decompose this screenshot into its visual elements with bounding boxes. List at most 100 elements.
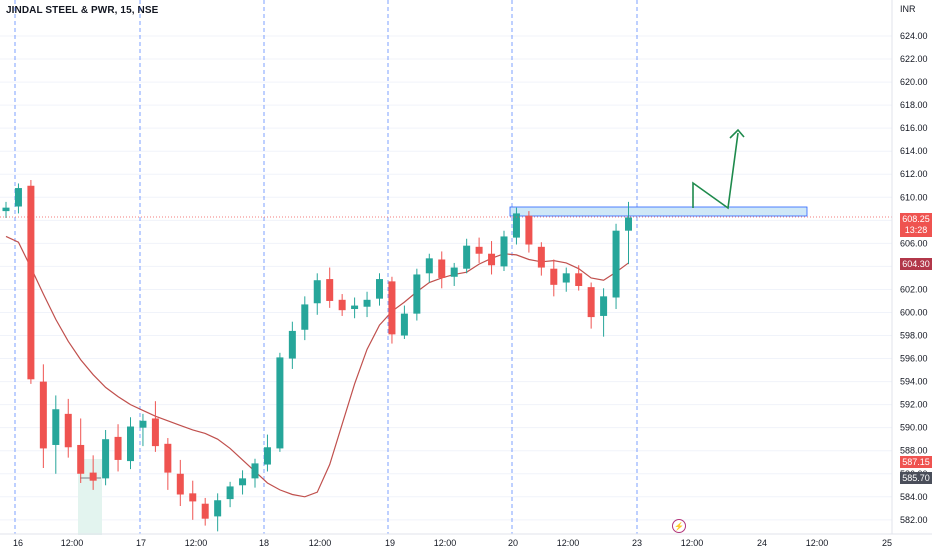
time-axis[interactable]: 16 12:00 17 12:00 18 12:00 19 12:00 20 12:00 23 12:…	[0, 533, 932, 548]
candle-body	[537, 246, 545, 268]
time-tick-label: 12:00	[557, 538, 580, 548]
price-tick-label: 616.00	[900, 123, 928, 133]
candle-body	[575, 273, 583, 286]
candle-body	[425, 258, 433, 274]
projection-arrowhead	[729, 128, 745, 139]
candle-body	[114, 436, 122, 460]
candle-body	[612, 230, 620, 298]
candle-body	[450, 267, 458, 277]
price-tick-label: 596.00	[900, 354, 928, 364]
price-tick-label: 618.00	[900, 100, 928, 110]
candle-body	[239, 478, 247, 486]
level-red-badge: 587.15	[900, 456, 932, 468]
candle-body	[625, 217, 632, 231]
candle-body	[127, 426, 134, 462]
time-tick-label: 12:00	[434, 538, 457, 548]
last-price-value: 608.25	[902, 214, 930, 224]
time-tick-label: 12:00	[806, 538, 829, 548]
candle-body	[151, 418, 159, 447]
candle-body	[376, 279, 383, 299]
time-tick-label: 19	[385, 538, 395, 548]
price-tick-label: 592.00	[900, 400, 928, 410]
candle-body	[263, 447, 271, 465]
time-tick-label: 23	[632, 538, 642, 548]
price-tick-label: 620.00	[900, 77, 928, 87]
candle-body	[512, 213, 520, 238]
price-tick-label: 590.00	[900, 423, 928, 433]
grid	[0, 35, 892, 521]
time-tick-label: 25	[882, 538, 892, 548]
moving-average	[5, 235, 629, 498]
candle-body	[600, 296, 608, 316]
candle-body	[64, 413, 72, 448]
candle-body	[226, 486, 234, 500]
price-tick-label: 606.00	[900, 238, 928, 248]
candle-body	[500, 236, 508, 267]
candle-body	[139, 420, 147, 428]
lightning-icon: ⚡	[674, 521, 684, 531]
candle-body	[463, 245, 471, 269]
candle-body	[400, 313, 408, 336]
level-gray-badge: 585.70	[900, 472, 932, 484]
candle-body	[313, 280, 321, 304]
candle-body	[388, 281, 396, 335]
candle-body	[214, 500, 222, 517]
candle-body	[363, 299, 371, 307]
candle-body	[550, 268, 558, 285]
ma-line	[5, 235, 629, 498]
candle-body	[102, 439, 110, 479]
price-tick-label: 598.00	[900, 331, 928, 341]
candle-body	[176, 473, 184, 495]
candle-body	[475, 246, 483, 254]
ma-value-badge: 604.30	[900, 258, 932, 270]
price-axis-currency: INR	[900, 4, 916, 14]
candle-body	[562, 273, 570, 283]
price-tick-label: 610.00	[900, 192, 928, 202]
price-tick-label: 588.00	[900, 446, 928, 456]
candle-body	[338, 299, 346, 311]
price-tick-label: 624.00	[900, 31, 928, 41]
price-tick-label: 622.00	[900, 54, 928, 64]
replay-button[interactable]: ⚡	[672, 519, 686, 533]
price-tick-label: 602.00	[900, 284, 928, 294]
candle-body	[14, 188, 22, 207]
time-tick-label: 12:00	[185, 538, 208, 548]
candle-body	[488, 253, 496, 266]
time-tick-label: 20	[508, 538, 518, 548]
symbol-title: JINDAL STEEL & PWR, 15, NSE	[6, 5, 159, 16]
time-tick-label: 12:00	[681, 538, 704, 548]
candle-body	[2, 207, 10, 212]
candle-body	[201, 503, 209, 519]
candle-body	[164, 443, 172, 473]
candle-body	[587, 287, 595, 318]
projection-path[interactable]	[692, 132, 739, 210]
candle-body	[438, 259, 446, 278]
time-tick-label: 24	[757, 538, 767, 548]
candles	[2, 180, 632, 532]
candle-body	[288, 330, 296, 359]
resistance-zone[interactable]	[509, 206, 808, 217]
price-tick-label: 582.00	[900, 515, 928, 525]
candle-body	[351, 305, 359, 310]
candle-body	[276, 357, 284, 449]
session-separators	[14, 0, 638, 534]
price-tick-label: 614.00	[900, 146, 928, 156]
candle-body	[301, 304, 309, 330]
time-tick-label: 12:00	[61, 538, 84, 548]
time-tick-label: 16	[13, 538, 23, 548]
price-tick-label: 594.00	[900, 377, 928, 387]
candle-body	[89, 472, 97, 481]
candle-body	[27, 185, 35, 380]
price-tick-label: 612.00	[900, 169, 928, 179]
candle-body	[326, 279, 334, 301]
time-tick-label: 12:00	[309, 538, 332, 548]
candle-body	[52, 409, 60, 445]
candle-body	[39, 381, 47, 449]
price-tick-label: 584.00	[900, 492, 928, 502]
time-tick-label: 17	[136, 538, 146, 548]
candle-body	[251, 463, 259, 479]
last-price-badge: 608.25 13:28	[900, 213, 932, 237]
candle-body	[413, 274, 421, 314]
time-tick-label: 18	[259, 538, 269, 548]
